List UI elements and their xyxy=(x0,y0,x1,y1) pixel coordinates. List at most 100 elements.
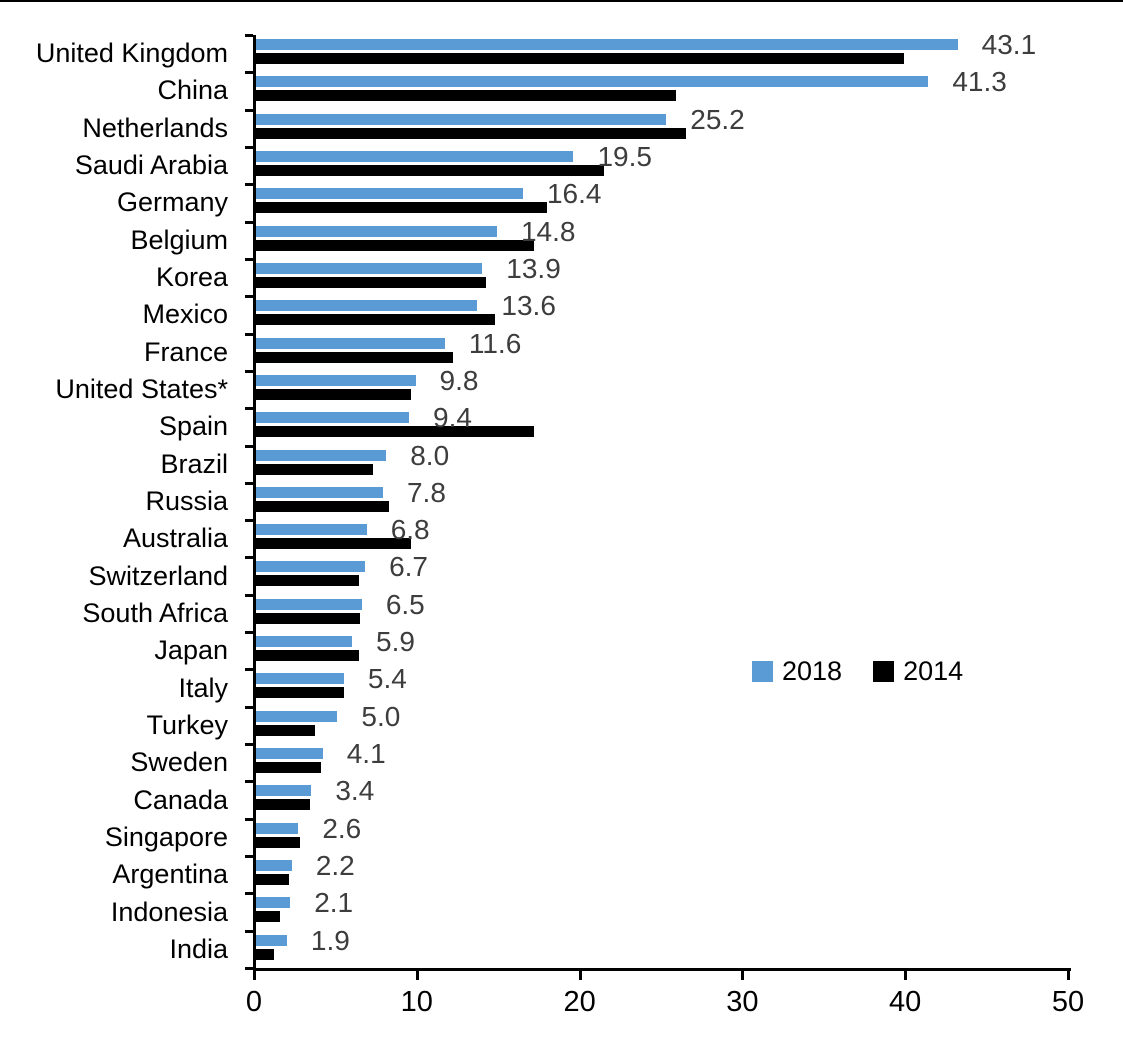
category-label: Spain xyxy=(158,411,228,442)
bar-2018 xyxy=(256,897,291,909)
value-label: 4.1 xyxy=(346,738,386,770)
value-label: 1.9 xyxy=(310,924,350,956)
value-label: 2.1 xyxy=(314,887,354,919)
bar-2018 xyxy=(256,262,483,274)
bar-2018 xyxy=(256,673,344,685)
bar-2018 xyxy=(256,449,387,461)
category-label: Sweden xyxy=(130,747,228,778)
y-tick xyxy=(245,257,253,261)
y-tick xyxy=(245,519,253,523)
bar-2018 xyxy=(256,412,410,424)
bar-2018 xyxy=(256,748,323,760)
bar-2014 xyxy=(256,388,411,400)
x-tick xyxy=(904,968,908,980)
value-label: 19.5 xyxy=(597,140,652,172)
value-label: 5.0 xyxy=(361,700,401,732)
category-label: Russia xyxy=(145,485,228,516)
bar-2018 xyxy=(256,785,312,797)
value-label: 2.2 xyxy=(315,850,355,882)
legend-swatch-2018 xyxy=(752,661,773,682)
y-tick xyxy=(245,407,253,411)
x-tick-label: 10 xyxy=(400,986,433,1018)
y-tick xyxy=(245,593,253,597)
x-tick-label: 50 xyxy=(1051,986,1085,1018)
bar-2018 xyxy=(256,300,478,312)
value-label: 2.6 xyxy=(322,812,362,844)
bar-2014 xyxy=(256,127,686,139)
y-tick xyxy=(245,34,253,37)
bar-2018 xyxy=(256,636,353,648)
value-label: 41.3 xyxy=(952,66,1007,98)
bar-2014 xyxy=(256,948,274,960)
y-tick xyxy=(245,332,253,336)
bar-2014 xyxy=(256,687,344,699)
y-tick xyxy=(245,892,253,896)
category-label: Argentina xyxy=(112,859,228,890)
value-label: 8.0 xyxy=(410,439,450,471)
bar-2014 xyxy=(256,426,535,438)
category-label: India xyxy=(169,933,228,964)
bar-2018 xyxy=(256,822,299,834)
category-label: Switzerland xyxy=(88,560,228,591)
bar-2014 xyxy=(256,874,289,886)
value-label: 5.4 xyxy=(367,663,407,695)
bar-2014 xyxy=(256,612,361,624)
bar-2018 xyxy=(256,374,416,386)
bar-2018 xyxy=(256,113,667,125)
bar-2014 xyxy=(256,463,374,475)
value-label: 9.8 xyxy=(439,364,479,396)
category-label: China xyxy=(157,75,228,106)
bar-2018 xyxy=(256,337,445,349)
category-label: United Kingdom xyxy=(35,38,228,69)
y-tick xyxy=(245,780,253,784)
value-label: 14.8 xyxy=(520,215,576,247)
bar-2014 xyxy=(256,500,390,512)
y-tick xyxy=(245,855,253,859)
category-label: Turkey xyxy=(146,709,228,740)
x-tick-label: 20 xyxy=(563,986,596,1018)
x-tick xyxy=(578,968,582,980)
bar-2018 xyxy=(256,150,574,162)
y-tick xyxy=(245,444,253,448)
category-label: Canada xyxy=(133,784,228,815)
category-label: Korea xyxy=(155,262,228,293)
value-label: 6.7 xyxy=(389,551,428,583)
y-tick xyxy=(245,556,253,560)
category-label: Saudi Arabia xyxy=(74,150,228,181)
category-label: Australia xyxy=(122,523,228,554)
value-label: 7.8 xyxy=(406,476,446,508)
bar-2018 xyxy=(256,934,287,946)
y-tick xyxy=(245,71,253,75)
value-label: 43.1 xyxy=(981,29,1037,60)
legend: 2018 2014 xyxy=(752,656,963,687)
value-label: 3.4 xyxy=(335,775,375,807)
value-label: 6.5 xyxy=(385,588,425,620)
category-label: Italy xyxy=(178,672,228,703)
bar-2014 xyxy=(256,650,359,662)
bar-2014 xyxy=(256,538,411,550)
category-label: Indonesia xyxy=(110,896,228,927)
value-label: 13.9 xyxy=(506,252,561,284)
bar-2018 xyxy=(256,710,338,722)
y-tick xyxy=(245,929,253,933)
bar-2018 xyxy=(256,486,383,498)
bar-2018 xyxy=(256,561,366,573)
category-label: Japan xyxy=(154,635,228,666)
y-tick xyxy=(245,631,253,635)
top-border-rule xyxy=(0,0,1123,2)
category-label: United States* xyxy=(55,374,228,405)
x-tick xyxy=(415,968,419,980)
value-label: 11.6 xyxy=(468,327,522,359)
category-label: Brazil xyxy=(160,448,228,479)
y-tick xyxy=(245,481,253,485)
bar-2018 xyxy=(256,76,929,88)
bar-2014 xyxy=(256,911,281,923)
bar-2014 xyxy=(256,836,300,848)
x-tick-label: 40 xyxy=(889,986,922,1018)
value-label: 9.4 xyxy=(433,402,472,434)
bar-2014 xyxy=(256,724,315,736)
y-tick xyxy=(245,220,253,224)
bar-2018 xyxy=(256,598,362,610)
bar-2014 xyxy=(256,314,496,326)
